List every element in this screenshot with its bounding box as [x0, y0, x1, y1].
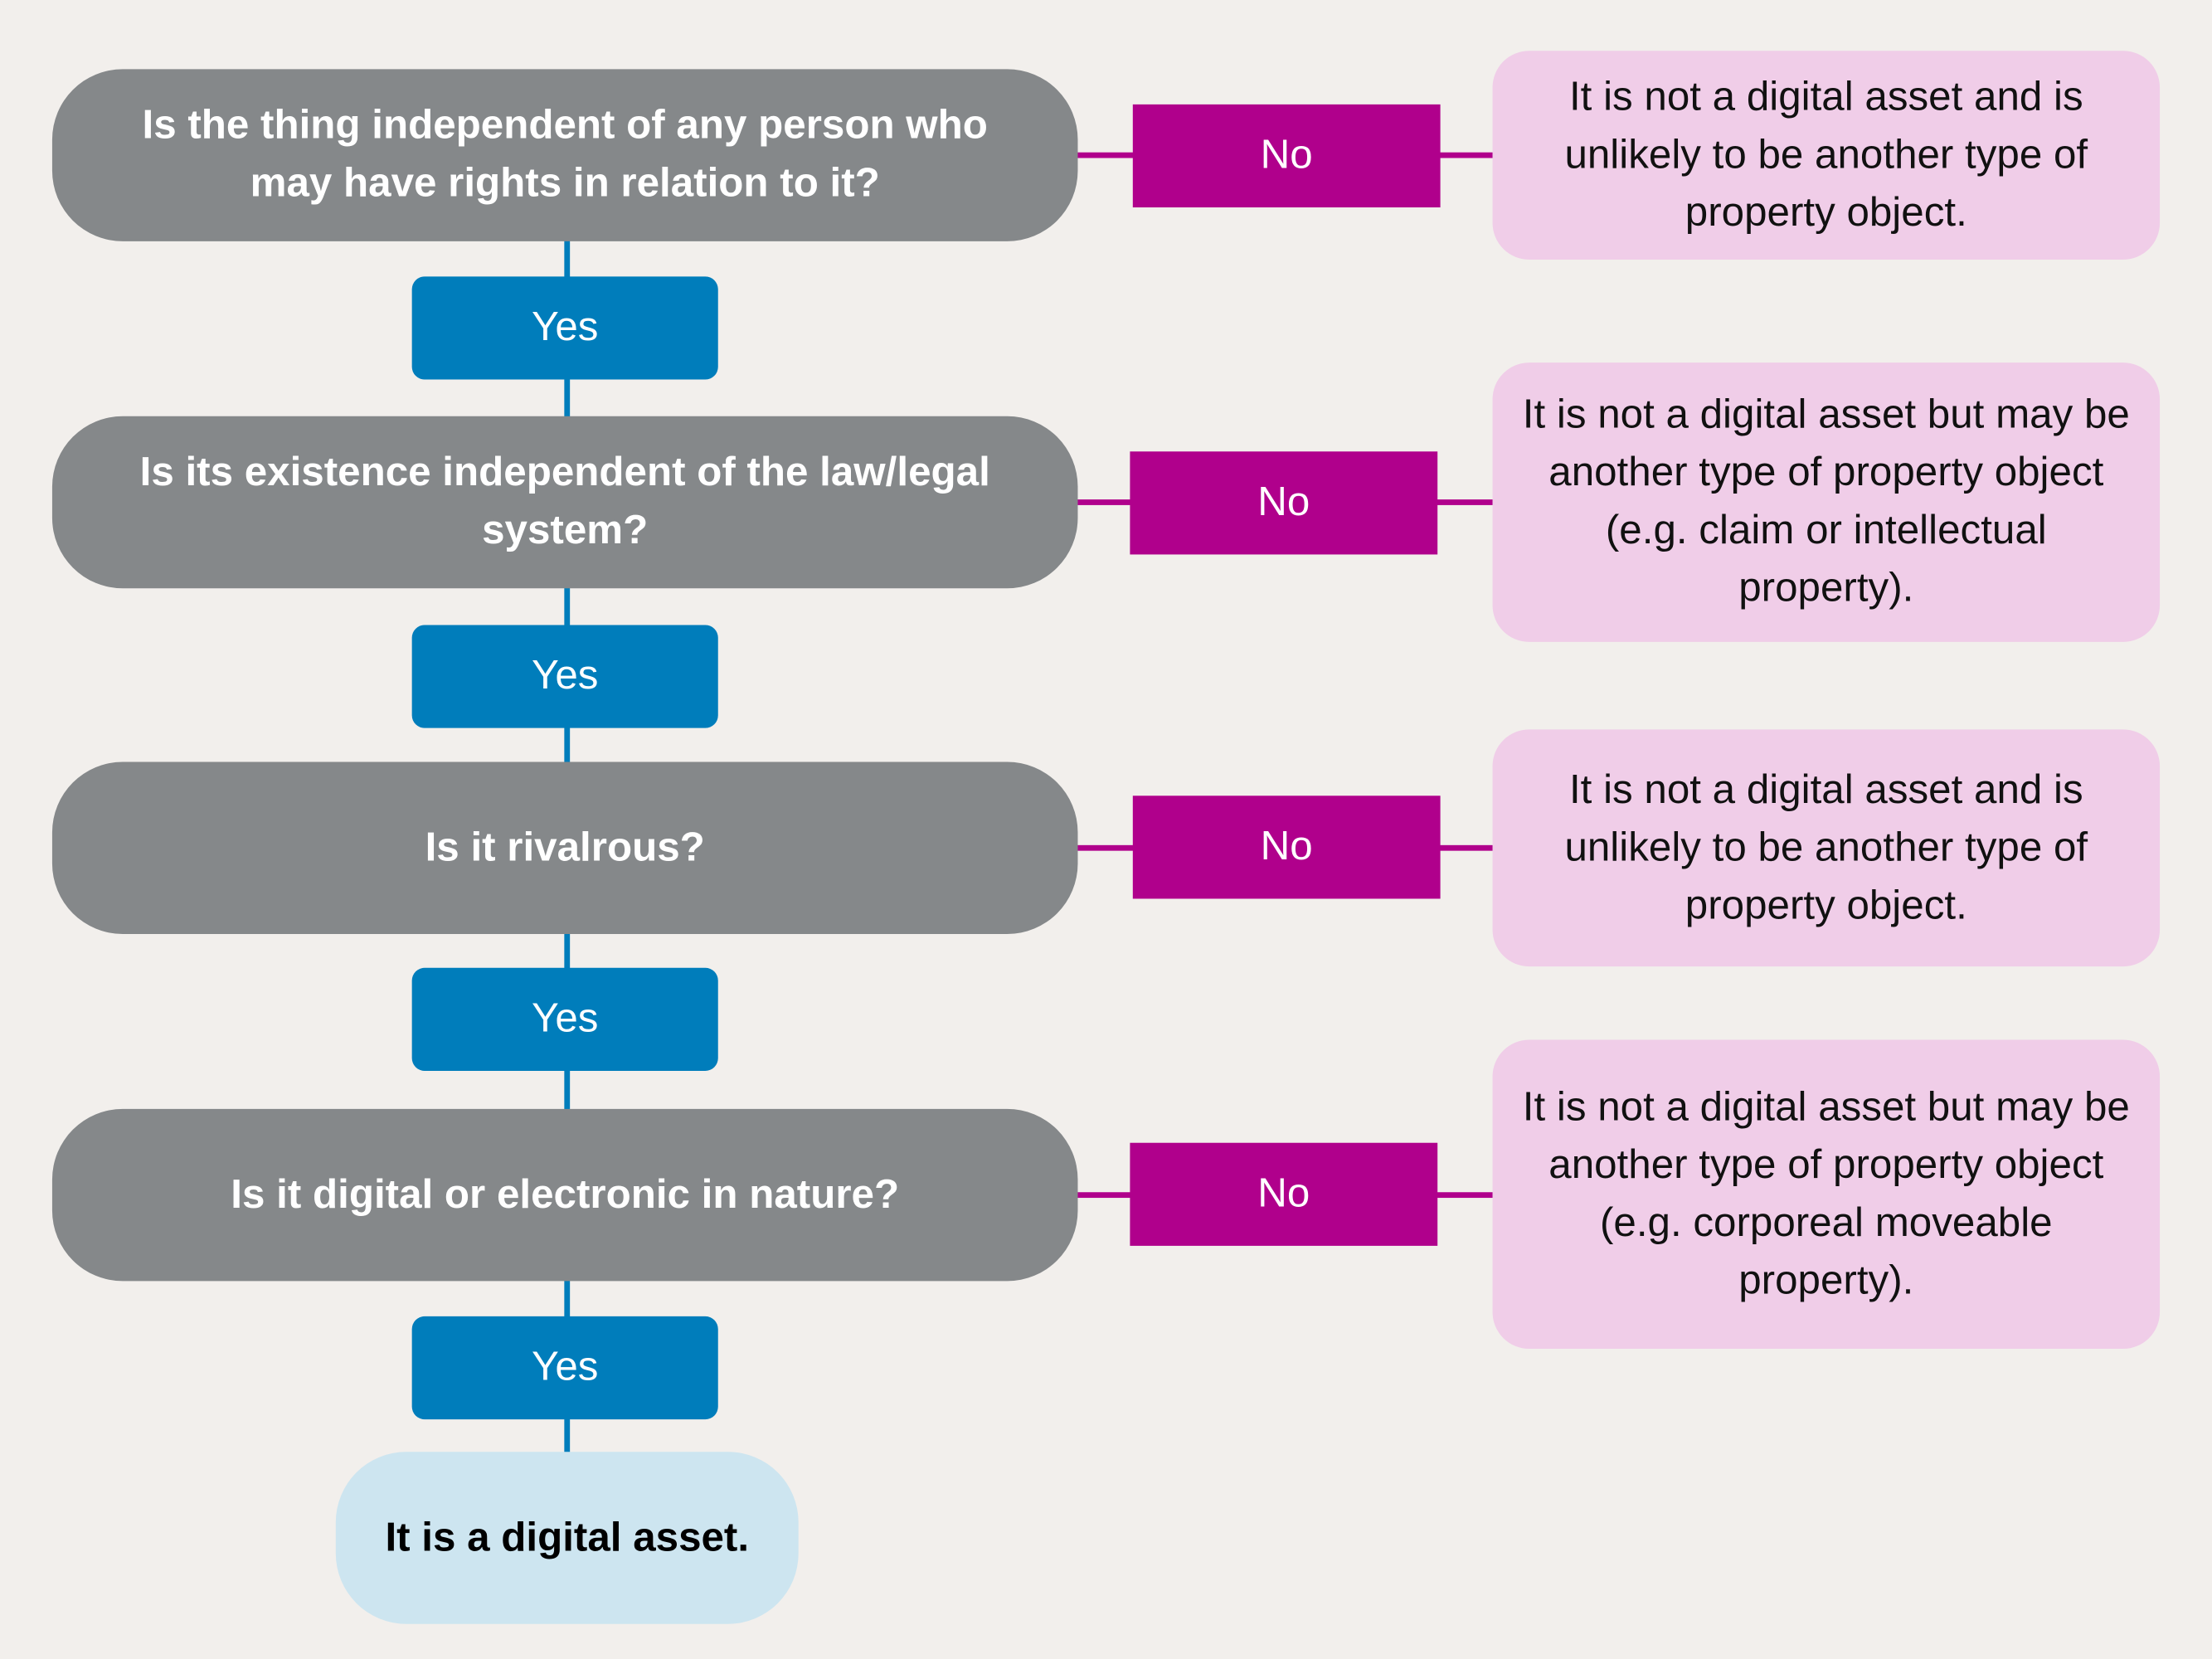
no-label-2: No: [1130, 451, 1438, 555]
outcome-1: It is not a digital asset and is unlikel…: [1492, 51, 2161, 260]
yes-label-1: Yes: [411, 276, 718, 380]
final-outcome: It is a digital asset.: [335, 1452, 799, 1624]
yes-label-3: Yes: [411, 967, 718, 1071]
outcome-3: It is not a digital asset and is unlikel…: [1492, 729, 2161, 967]
outcome-4: It is not a digital asset but may be ano…: [1492, 1039, 2161, 1350]
no-label-4: No: [1130, 1142, 1438, 1246]
question-3: Is it rivalrous?: [51, 761, 1078, 934]
no-label-1: No: [1132, 104, 1441, 208]
yes-label-4: Yes: [411, 1316, 718, 1420]
no-label-3: No: [1132, 795, 1441, 899]
question-4: Is it digital or electronic in nature?: [51, 1108, 1078, 1282]
question-1: Is the thing independent of any person w…: [51, 69, 1078, 241]
yes-label-2: Yes: [411, 625, 718, 728]
outcome-2: It is not a digital asset but may be ano…: [1492, 362, 2161, 642]
question-2: Is its existence independent of the law/…: [51, 416, 1078, 589]
